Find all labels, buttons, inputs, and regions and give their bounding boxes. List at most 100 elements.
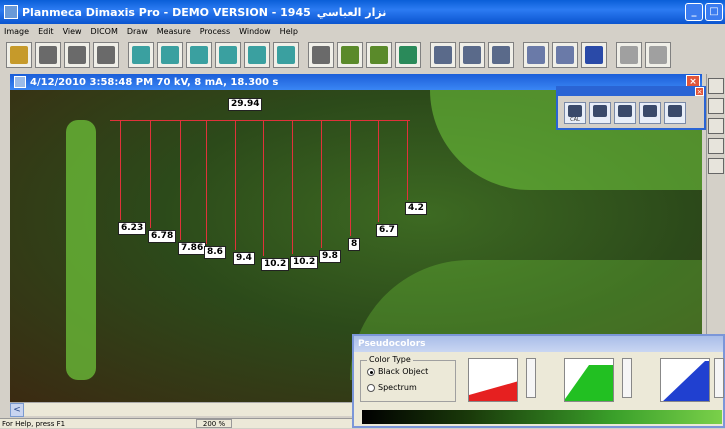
area-measure-button[interactable]	[664, 102, 686, 124]
ruler-icon	[341, 46, 359, 64]
rotate-icon	[219, 46, 237, 64]
pseudocolor-gradient-bar	[362, 410, 722, 424]
undo-button[interactable]	[616, 42, 642, 68]
xray-implant	[66, 120, 96, 380]
export-button[interactable]	[581, 42, 607, 68]
swatch-red-ramp	[469, 381, 517, 401]
layer-button[interactable]	[244, 42, 270, 68]
mirror-button[interactable]	[552, 42, 578, 68]
eye-icon	[312, 46, 330, 64]
crop-icon	[132, 46, 150, 64]
menu-dicom[interactable]: DICOM	[90, 26, 118, 36]
scanner-icon	[68, 46, 86, 64]
swatch-blue[interactable]	[660, 358, 710, 402]
patient-button[interactable]	[6, 42, 32, 68]
status-bar: For Help, press F1	[0, 418, 352, 428]
pseudocolors-dialog: Pseudocolors Color Type Black Object Spe…	[352, 334, 725, 428]
measure-floating-toolbar: × CAL	[556, 86, 706, 130]
flip-icon	[527, 46, 545, 64]
measurement-line	[292, 120, 293, 254]
thumbnail-4[interactable]	[708, 138, 724, 154]
measure-icon	[593, 105, 607, 117]
export-icon	[585, 46, 603, 64]
radio-dot-icon	[367, 367, 375, 376]
measurement-line	[150, 120, 151, 228]
measurement-line	[235, 120, 236, 250]
measurement-baseline	[110, 120, 410, 121]
radio-spectrum[interactable]: Spectrum	[367, 383, 417, 392]
redo-button[interactable]	[645, 42, 671, 68]
edit-button[interactable]	[273, 42, 299, 68]
tooth-button[interactable]	[186, 42, 212, 68]
eye-button[interactable]	[308, 42, 334, 68]
thumbnail-3[interactable]	[708, 118, 724, 134]
archive-button[interactable]	[93, 42, 119, 68]
measurement-total-label: 29.94	[228, 98, 263, 111]
window-title-rtl: نزار العباسي	[316, 5, 387, 19]
main-toolbar	[0, 38, 725, 72]
swatch-green-ramp	[565, 365, 613, 401]
menu-view[interactable]: View	[62, 26, 82, 36]
close-image-button[interactable]: ×	[686, 75, 700, 89]
globe-button[interactable]	[395, 42, 421, 68]
menu-draw[interactable]: Draw	[126, 26, 148, 36]
menu-window[interactable]: Window	[239, 26, 271, 36]
measurement-line	[206, 120, 207, 244]
close-floating-toolbar-button[interactable]: ×	[695, 87, 704, 96]
flip-button[interactable]	[523, 42, 549, 68]
swatch-red[interactable]	[468, 358, 518, 402]
menu-edit[interactable]: Edit	[38, 26, 54, 36]
ruler-button[interactable]	[337, 42, 363, 68]
radio-dot-icon	[367, 383, 375, 392]
pen-icon	[370, 46, 388, 64]
measurement-line	[263, 120, 264, 256]
open-image-button[interactable]	[35, 42, 61, 68]
menu-help[interactable]: Help	[279, 26, 298, 36]
minimize-button[interactable]: _	[685, 3, 703, 21]
menu-image[interactable]: Image	[4, 26, 30, 36]
image-window-titlebar: 4/12/2010 3:58:48 PM 70 kV, 8 mA, 18.300…	[10, 74, 702, 90]
crop-button[interactable]	[128, 42, 154, 68]
area-measure-icon	[668, 105, 682, 117]
slider-red[interactable]	[526, 358, 536, 398]
zoom-out-icon	[463, 46, 481, 64]
calibrate-button[interactable]: CAL	[564, 102, 586, 124]
rotate-button[interactable]	[215, 42, 241, 68]
pan-icon	[492, 46, 510, 64]
zoom-in-button[interactable]	[430, 42, 456, 68]
pen-button[interactable]	[366, 42, 392, 68]
measurement-line	[321, 120, 322, 248]
measure-button[interactable]	[589, 102, 611, 124]
thumbnail-2[interactable]	[708, 98, 724, 114]
angle-button[interactable]	[614, 102, 636, 124]
menu-measure[interactable]: Measure	[156, 26, 191, 36]
maximize-button[interactable]: □	[705, 3, 723, 21]
undo-icon	[620, 46, 638, 64]
calibrate-icon	[568, 105, 582, 117]
pan-button[interactable]	[488, 42, 514, 68]
button-caption: CAL	[570, 117, 580, 123]
slider-blue[interactable]	[714, 358, 724, 398]
zoom-out-button[interactable]	[459, 42, 485, 68]
select-icon	[161, 46, 179, 64]
select-button[interactable]	[157, 42, 183, 68]
patient-icon	[10, 46, 28, 64]
image-info: 4/12/2010 3:58:48 PM 70 kV, 8 mA, 18.300…	[30, 76, 279, 88]
line-measure-button[interactable]	[639, 102, 661, 124]
mirror-icon	[556, 46, 574, 64]
slider-green[interactable]	[622, 358, 632, 398]
measurement-value-label: 6.23	[118, 222, 147, 235]
measurement-value-label: 8.6	[204, 246, 226, 259]
radio-black-object[interactable]: Black Object	[367, 367, 428, 376]
menu-process[interactable]: Process	[199, 26, 231, 36]
zoom-level: 200 %	[196, 419, 232, 428]
thumbnail-5[interactable]	[708, 158, 724, 174]
swatch-green[interactable]	[564, 358, 614, 402]
open-image-icon	[39, 46, 57, 64]
scanner-button[interactable]	[64, 42, 90, 68]
scroll-left-arrow-icon[interactable]: <	[10, 403, 24, 417]
edit-icon	[277, 46, 295, 64]
pseudocolors-title: Pseudocolors	[354, 336, 723, 352]
thumbnail-1[interactable]	[708, 78, 724, 94]
